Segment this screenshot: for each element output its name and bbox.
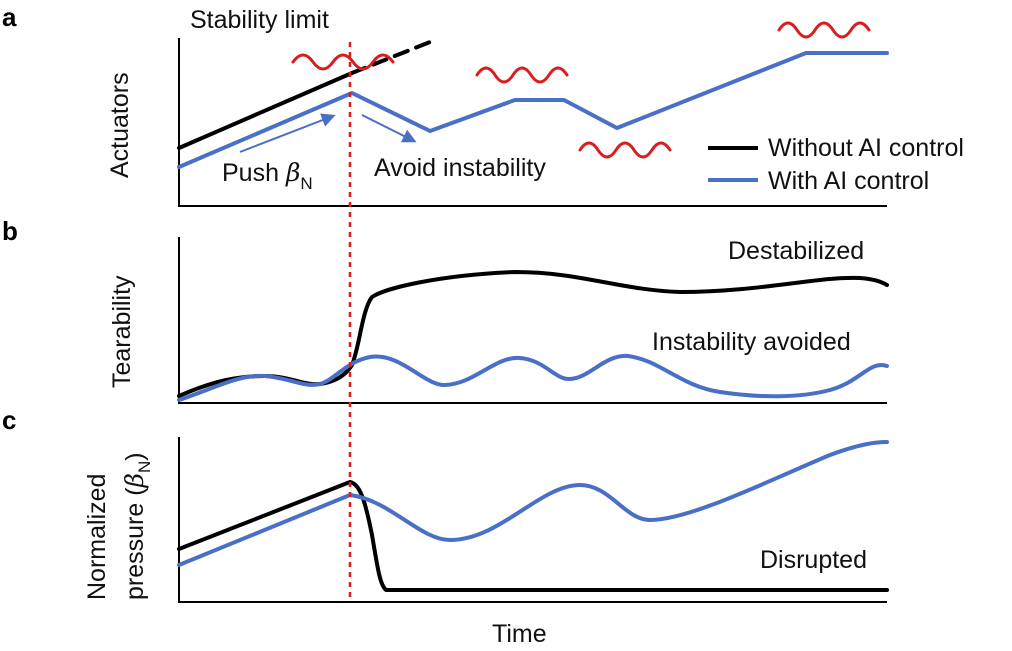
- panel-c-axes: [178, 437, 887, 603]
- panel-b-with-ai-line: [177, 353, 889, 402]
- instability-avoided-label: Instability avoided: [652, 328, 851, 356]
- actuators-axis-label: Actuators: [106, 72, 134, 178]
- normalized-axis-label: Normalized: [83, 474, 111, 600]
- destabilized-label: Destabilized: [728, 237, 864, 265]
- panel-letter-b: b: [2, 216, 18, 246]
- panel-letter-c: c: [2, 405, 16, 435]
- push-arrow: [239, 113, 336, 153]
- panel-c-with-ai-line: [177, 440, 889, 567]
- disrupted-label: Disrupted: [760, 546, 867, 574]
- legend-with-label: With AI control: [768, 167, 929, 195]
- panel-b-axes: [178, 237, 887, 404]
- instability-wave-1: [291, 53, 395, 71]
- tearability-axis-label: Tearability: [108, 275, 136, 388]
- panel-letter-a: a: [2, 2, 17, 32]
- panel-a-with-ai-line: [177, 51, 889, 169]
- time-axis-label: Time: [492, 620, 547, 648]
- avoid-arrow: [361, 114, 417, 143]
- pressure-axis-label: pressure (βN): [120, 452, 154, 600]
- push-label: Push βN: [222, 158, 313, 193]
- instability-wave-3: [578, 141, 672, 159]
- instability-wave-2: [475, 66, 569, 84]
- stability-limit-label: Stability limit: [190, 6, 329, 34]
- legend: Without AI control With AI control: [708, 134, 964, 195]
- avoid-instability-label: Avoid instability: [374, 154, 546, 182]
- panel-a-axes: [178, 38, 887, 207]
- legend-without-label: Without AI control: [768, 134, 964, 162]
- instability-wave-4: [777, 21, 871, 39]
- panel-a-without-ai-line: [177, 71, 354, 150]
- panel-c-without-ai-line: [177, 480, 889, 592]
